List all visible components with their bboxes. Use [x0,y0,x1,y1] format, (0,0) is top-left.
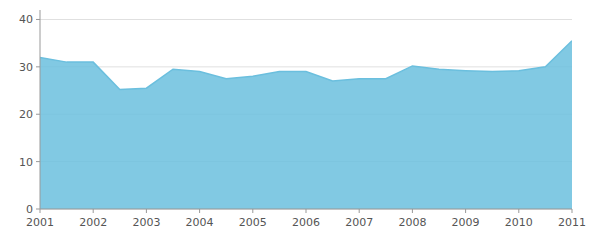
y-tick-label: 0 [26,203,33,216]
area-line [40,41,572,90]
axes: 0 10 20 30 40 2001 2002 2003 2004 2005 2006 2007 200… [19,10,586,229]
grid-line [40,66,572,67]
grid [40,19,572,209]
x-tick-label: 2002 [79,216,107,229]
x-tick-label: 2010 [505,216,533,229]
x-tick-label: 2007 [345,216,373,229]
x-tick-label: 2003 [132,216,160,229]
x-tick-label: 2005 [239,216,267,229]
y-tick-label: 20 [19,108,33,121]
y-axis-line [40,10,41,209]
chart-container: 0 10 20 30 40 2001 2002 2003 2004 2005 2006 2007 200… [0,0,590,235]
y-tick-label: 10 [19,156,33,169]
y-tick-label: 40 [19,13,33,26]
chart: 0 10 20 30 40 2001 2002 2003 2004 2005 2006 2007 200… [0,0,590,235]
x-tick [199,209,200,213]
x-tick [252,209,253,213]
x-tick-label: 2006 [292,216,320,229]
x-tick [359,209,360,213]
y-tick [36,66,40,67]
plot-area [40,41,572,209]
x-tick-label: 2008 [398,216,426,229]
x-tick [306,209,307,213]
y-tick [36,209,40,210]
x-tick [572,209,573,213]
x-tick [146,209,147,213]
y-tick [36,114,40,115]
grid-line [40,19,572,20]
x-tick-label: 2004 [186,216,214,229]
x-tick [518,209,519,213]
x-tick-label: 2001 [26,216,54,229]
x-tick [40,209,41,213]
y-tick-label: 30 [19,61,33,74]
x-tick-label: 2011 [558,216,586,229]
y-tick [36,161,40,162]
x-tick [412,209,413,213]
x-tick [465,209,466,213]
x-tick-label: 2009 [452,216,480,229]
area [40,41,572,209]
y-tick [36,19,40,20]
x-tick [93,209,94,213]
